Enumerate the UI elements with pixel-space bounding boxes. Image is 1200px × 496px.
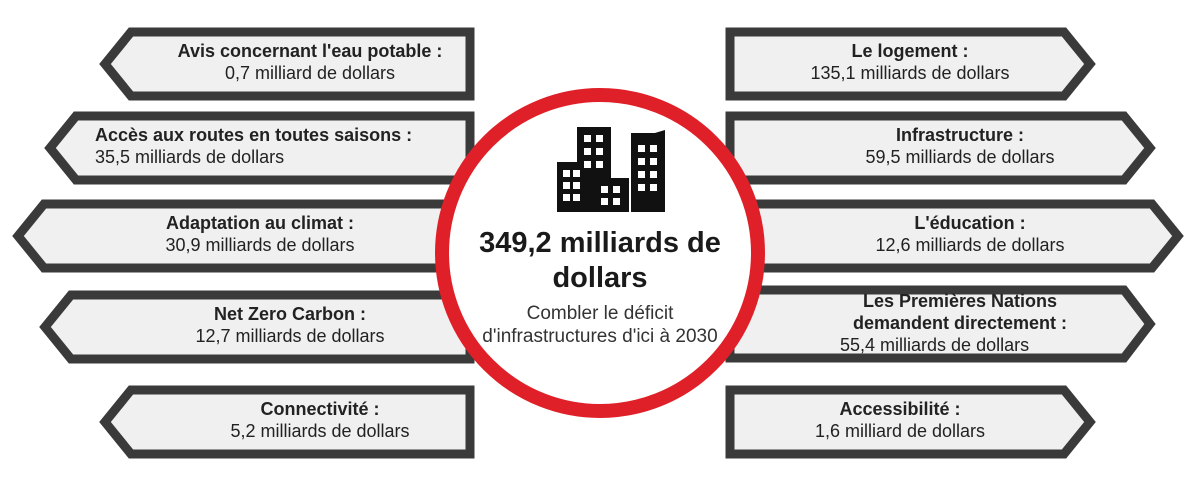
buildings-icon: [557, 127, 665, 212]
center-caption: Combler le déficit d'infrastructures d'i…: [482, 303, 718, 347]
item-title: Accessibilité :: [839, 399, 961, 419]
window: [613, 186, 620, 193]
window: [596, 135, 603, 142]
window: [563, 194, 570, 201]
left-banner-shape: [44, 111, 475, 185]
item-title: L'éducation :: [914, 213, 1026, 233]
right-banner-shape: [725, 385, 1096, 459]
window: [596, 161, 603, 168]
window: [573, 182, 580, 189]
right-banner-shape: [725, 111, 1156, 185]
window: [596, 148, 603, 155]
item-title: Les Premières Nations demandent directem…: [852, 291, 1068, 333]
item-value: 35,5 milliards de dollars: [95, 147, 285, 167]
item-value: 0,7 milliard de dollars: [224, 63, 396, 83]
item-title: Avis concernant l'eau potable :: [177, 41, 443, 61]
building-small: [595, 178, 629, 212]
item-value: 30,9 milliards de dollars: [165, 235, 355, 255]
item-title: Infrastructure :: [895, 125, 1025, 145]
item-title: Accès aux routes en toutes saisons :: [95, 125, 413, 145]
right-banner-shape: [725, 199, 1184, 273]
center-ring: [435, 88, 765, 418]
right-item-housing: Le logement : 135,1 milliards de dollars: [760, 40, 1060, 84]
item-title: Le logement :: [851, 41, 969, 61]
item-value: 1,6 milliard de dollars: [814, 421, 986, 441]
right-banner-shape: [725, 285, 1156, 363]
item-value: 59,5 milliards de dollars: [865, 147, 1055, 167]
right-item-accessibility: Accessibilité : 1,6 milliard de dollars: [750, 398, 1050, 442]
window: [573, 194, 580, 201]
window: [601, 186, 608, 193]
window: [638, 158, 645, 165]
right-banners: [725, 27, 1184, 459]
item-value: 12,7 milliards de dollars: [195, 326, 385, 346]
window: [601, 198, 608, 205]
item-value: 135,1 milliards de dollars: [810, 63, 1010, 83]
left-item-netzero: Net Zero Carbon : 12,7 milliards de doll…: [150, 303, 430, 347]
left-banners: [12, 27, 475, 459]
window: [613, 198, 620, 205]
window: [650, 184, 657, 191]
item-title: Adaptation au climat :: [165, 213, 354, 233]
item-title: Connectivité :: [260, 399, 380, 419]
left-banner-shape: [39, 290, 475, 364]
left-item-water: Avis concernant l'eau potable : 0,7 mill…: [150, 40, 470, 84]
left-item-climate: Adaptation au climat : 30,9 milliards de…: [120, 212, 400, 256]
right-item-infrastructure: Infrastructure : 59,5 milliards de dolla…: [810, 124, 1110, 168]
window: [584, 135, 591, 142]
left-item-roads: Accès aux routes en toutes saisons : 35,…: [95, 124, 455, 168]
left-item-connectivity: Connectivité : 5,2 milliards de dollars: [180, 398, 460, 442]
window: [584, 161, 591, 168]
item-title: Net Zero Carbon :: [213, 304, 366, 324]
item-value: 55,4 milliards de dollars: [840, 335, 1030, 355]
right-item-first-nations: Les Premières Nations demandent directem…: [810, 290, 1110, 356]
window: [650, 158, 657, 165]
center-total: 349,2 milliards de dollars: [479, 227, 721, 294]
window: [638, 184, 645, 191]
left-banner-shape: [99, 385, 475, 459]
left-banner-shape: [12, 199, 475, 273]
item-value: 5,2 milliards de dollars: [230, 421, 410, 441]
window: [650, 145, 657, 152]
window: [584, 148, 591, 155]
left-banner-shape: [99, 27, 475, 101]
window: [650, 171, 657, 178]
window: [638, 145, 645, 152]
window: [573, 170, 580, 177]
building-roof: [631, 130, 665, 140]
window: [563, 182, 570, 189]
right-banner-shape: [725, 27, 1096, 101]
window: [563, 170, 570, 177]
building-right: [631, 133, 665, 212]
item-value: 12,6 milliards de dollars: [875, 235, 1065, 255]
window: [638, 171, 645, 178]
right-item-education: L'éducation : 12,6 milliards de dollars: [820, 212, 1120, 256]
center-label: 349,2 milliards de dollars Combler le dé…: [470, 226, 730, 348]
